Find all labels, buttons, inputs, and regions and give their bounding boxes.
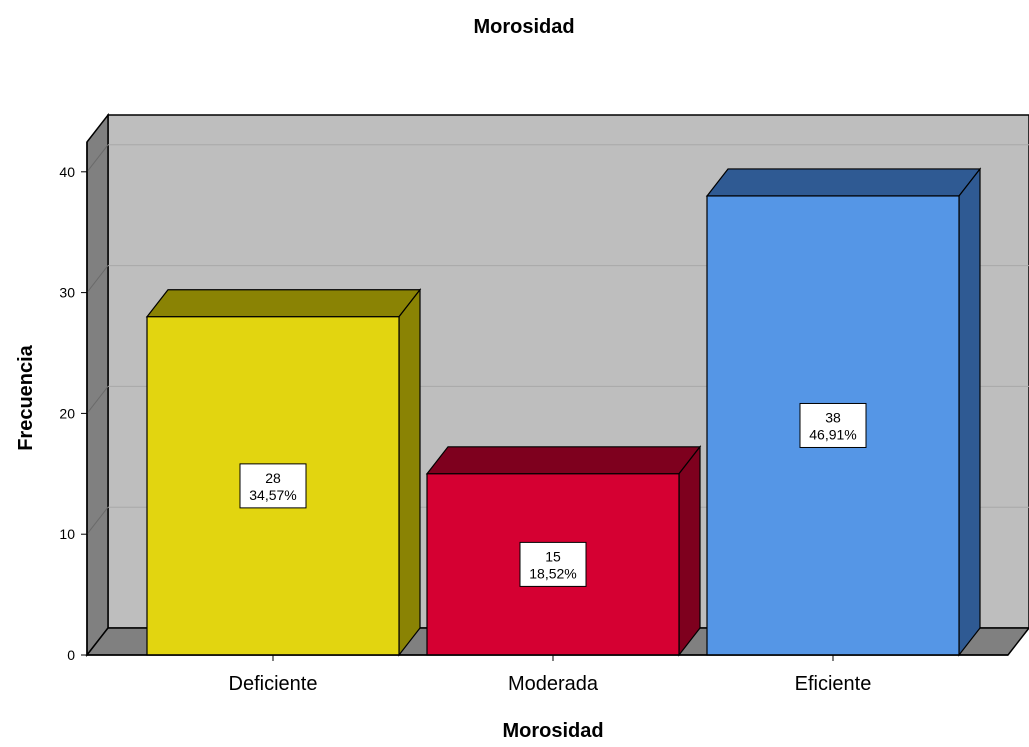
data-label-percent: 34,57% [249, 487, 296, 503]
y-tick-label: 40 [59, 164, 75, 180]
data-label-percent: 18,52% [529, 565, 576, 581]
data-label-count: 38 [825, 409, 841, 425]
gridline-side [86, 386, 109, 414]
bar-top [145, 289, 422, 318]
x-tick-label: Eficiente [795, 673, 872, 695]
plot-side-wall [86, 112, 109, 658]
data-label-percent: 46,91% [809, 426, 856, 442]
data-label-count: 28 [265, 470, 281, 486]
x-axis-title: Morosidad [502, 720, 603, 742]
bar-top [705, 168, 982, 197]
y-tick-label: 0 [67, 647, 75, 663]
y-tick-label: 30 [59, 285, 75, 301]
x-tick-label: Deficiente [229, 673, 318, 695]
gridline-side [86, 506, 109, 535]
bar-side [398, 288, 421, 657]
data-label-box [799, 402, 867, 448]
gridline-side [86, 144, 109, 173]
gridline-side [86, 265, 109, 293]
data-label-box [519, 541, 587, 587]
chart-title: Morosidad [473, 16, 574, 38]
x-tick-label: Moderada [508, 673, 599, 695]
y-tick-label: 10 [59, 526, 75, 542]
bar-side [678, 445, 701, 657]
data-label-count: 15 [545, 548, 561, 564]
y-axis-title: Frecuencia [15, 344, 37, 450]
bar-top [425, 446, 702, 475]
data-label-box [239, 463, 307, 509]
y-tick-label: 20 [59, 405, 75, 421]
bar-side [958, 167, 981, 657]
